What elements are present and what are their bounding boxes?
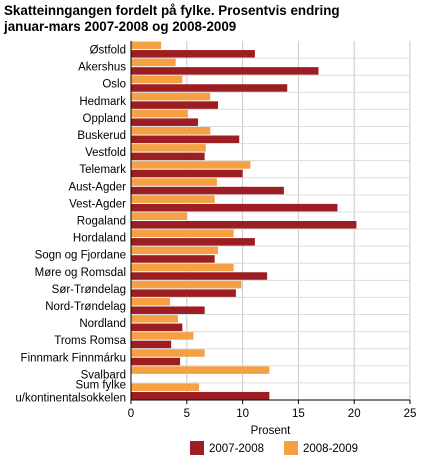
category-label: Finnmark Finnmárku	[21, 352, 126, 364]
bar-2008-2009	[131, 246, 219, 255]
bar-2007-2008	[131, 391, 270, 400]
category-label: Vest-Agder	[69, 198, 126, 210]
bar-2007-2008	[131, 84, 288, 92]
bar-2008-2009	[131, 212, 187, 220]
category-label: Sør-Trøndelag	[52, 284, 126, 296]
legend-swatch-2008-2009	[284, 441, 298, 455]
category-label: Oslo	[102, 79, 126, 91]
plot-area	[131, 41, 410, 400]
bar-2008-2009	[131, 229, 234, 238]
category-label: Aust-Agder	[68, 181, 126, 193]
category-label: u/kontinentalsokkelen	[15, 392, 126, 404]
category-label: Vestfold	[85, 147, 126, 159]
bar-2008-2009	[131, 92, 211, 101]
bar-2008-2009	[131, 178, 217, 186]
chart-title: Skatteinngangen fordelt på fylke. Prosen…	[4, 3, 422, 35]
bar-2007-2008	[131, 357, 181, 366]
x-tick-label: 15	[292, 408, 305, 420]
category-label: Hedmark	[79, 96, 126, 108]
bar-2008-2009	[131, 75, 183, 84]
x-tick-label: 0	[128, 408, 134, 420]
chart-title-line-2: januar-mars 2007-2008 og 2008-2009	[4, 19, 237, 34]
bar-2008-2009	[131, 144, 206, 152]
bar-2007-2008	[131, 67, 319, 75]
bar-2008-2009	[131, 366, 270, 374]
bar-2007-2008	[131, 289, 236, 297]
bar-2008-2009	[131, 127, 211, 135]
bar-2007-2008	[131, 50, 255, 58]
category-label: Rogaland	[77, 216, 126, 228]
category-label: Hordaland	[73, 233, 126, 245]
category-label: Oppland	[83, 113, 126, 125]
category-label: Buskerud	[77, 130, 126, 142]
bar-2008-2009	[131, 315, 178, 323]
legend-swatch-2007-2008	[190, 441, 204, 455]
category-label: Akershus	[78, 62, 126, 74]
bar-2008-2009	[131, 41, 162, 50]
legend-label-2008-2009: 2008-2009	[303, 443, 358, 455]
x-tick-label: 20	[348, 408, 361, 420]
legend-label-2007-2008: 2007-2008	[209, 443, 264, 455]
bar-2007-2008	[131, 306, 205, 314]
bar-2007-2008	[131, 255, 215, 263]
category-label: Nord-Trøndelag	[45, 301, 126, 313]
bar-2007-2008	[131, 101, 219, 109]
category-label: Møre og Romsdal	[35, 267, 126, 279]
bar-2008-2009	[131, 383, 200, 391]
bar-2008-2009	[131, 109, 188, 118]
bar-2007-2008	[131, 118, 198, 126]
bar-2007-2008	[131, 152, 205, 161]
category-label: Svalbard	[81, 369, 126, 381]
bar-2007-2008	[131, 169, 243, 178]
bar-2008-2009	[131, 263, 234, 272]
bar-2008-2009	[131, 58, 176, 67]
x-tick-label: 5	[184, 408, 190, 420]
bar-2007-2008	[131, 272, 268, 280]
bar-2007-2008	[131, 238, 255, 246]
bar-2008-2009	[131, 195, 215, 203]
category-label: Østfold	[90, 45, 126, 57]
bar-2007-2008	[131, 203, 338, 212]
category-label: Sum fylke	[76, 379, 127, 391]
bar-2007-2008	[131, 323, 183, 332]
bar-2008-2009	[131, 280, 242, 289]
category-label: Troms Romsa	[54, 335, 126, 347]
bar-2008-2009	[131, 332, 194, 340]
chart-title-line-1: Skatteinngangen fordelt på fylke. Prosen…	[4, 3, 340, 18]
bar-2008-2009	[131, 297, 171, 306]
bar-2008-2009	[131, 161, 251, 169]
category-label: Telemark	[79, 164, 126, 176]
category-label: Sogn og Fjordane	[35, 250, 126, 262]
category-label: Nordland	[79, 318, 126, 330]
bar-2008-2009	[131, 349, 205, 357]
bar-2007-2008	[131, 221, 357, 229]
x-axis-label: Prosent	[251, 425, 291, 437]
bar-2007-2008	[131, 135, 240, 144]
bar-2007-2008	[131, 340, 172, 349]
x-tick-label: 10	[236, 408, 249, 420]
x-tick-label: 25	[404, 408, 417, 420]
bar-2007-2008	[131, 186, 284, 195]
